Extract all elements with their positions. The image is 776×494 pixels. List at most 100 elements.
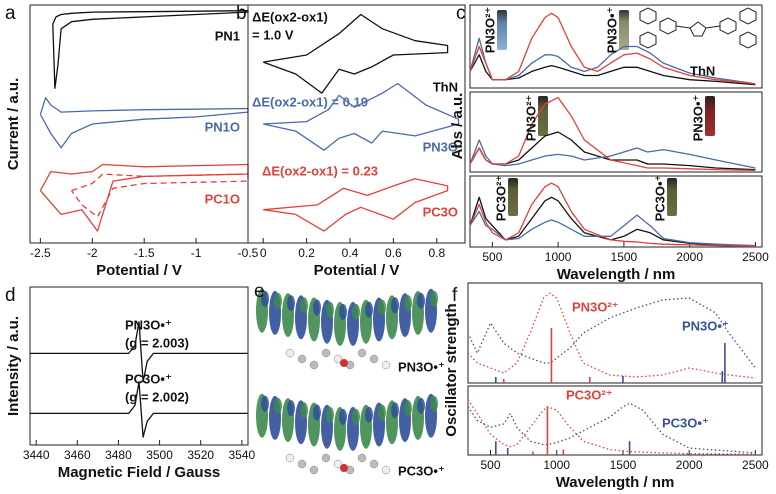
series-label: PC3O•⁺ (662, 415, 709, 430)
atom (381, 465, 391, 475)
x-tick-label: -1.5 (134, 246, 155, 260)
annotation: (g = 2.002) (125, 389, 189, 404)
orbital-label: PN3O•⁺ (398, 359, 445, 374)
atom (369, 354, 379, 364)
orbital-lobe (430, 290, 438, 307)
x-tick-label: 2500 (742, 250, 769, 264)
series-label: PC1O (205, 191, 240, 206)
orbital-lobe (274, 292, 282, 309)
annotation: PN3O²⁺ (523, 95, 538, 142)
plot-frame (469, 91, 763, 173)
x-tick-label: -0.5 (238, 246, 259, 260)
orbital-lobe (378, 299, 386, 316)
atom (297, 459, 307, 469)
orbital-lobe (430, 395, 438, 412)
series-line (469, 12, 756, 85)
x-tick-label: 500 (480, 458, 500, 472)
orbital-lobe (352, 408, 360, 425)
x-tick-label: 3540 (228, 448, 255, 462)
orbital-lobe (352, 303, 360, 320)
orbital-lobe (378, 404, 386, 421)
series-label: ThN (433, 79, 458, 94)
series-line (467, 297, 756, 369)
x-tick-label: 2000 (676, 250, 703, 264)
atom (381, 360, 391, 370)
orbital-lobe (391, 297, 399, 314)
series-label: PC3O²⁺ (566, 387, 613, 402)
orbital-lobe (326, 301, 334, 318)
orbital-label: PC3O•⁺ (398, 463, 445, 478)
x-tick-label: 1500 (611, 250, 638, 264)
atom (340, 359, 348, 367)
series-line (469, 139, 756, 169)
x-tick-label: 0.4 (342, 246, 359, 260)
orbital-lobe (300, 402, 308, 419)
x-axis-label: Wavelength / nm (556, 474, 675, 491)
orbital-lobe (391, 402, 399, 419)
x-tick-label: -2.5 (30, 246, 51, 260)
x-tick-label: 2000 (676, 458, 703, 472)
series-label: PN3O²⁺ (572, 299, 619, 314)
vial (667, 178, 677, 216)
atom (285, 453, 295, 463)
series-line (467, 399, 756, 455)
x-tick-label: 0.2 (298, 246, 315, 260)
atom (357, 453, 367, 463)
panel-letter: f (452, 285, 458, 306)
y-axis-label: Current / a.u. (5, 78, 22, 171)
annotation: PN3O²⁺ (482, 7, 497, 54)
orbital-lobe (339, 408, 347, 425)
orbital-lobe (274, 397, 282, 414)
x-tick-label: 1500 (610, 458, 637, 472)
vial (497, 10, 507, 50)
orbital-lobe (313, 299, 321, 316)
x-tick-label: 0 (260, 246, 267, 260)
series-label: PC3O (423, 204, 458, 219)
panel-letter: a (5, 3, 16, 24)
annotation: (g = 2.003) (125, 335, 189, 350)
series-line (262, 13, 449, 94)
orbital-lobe (326, 406, 334, 423)
series-label: PN3O•⁺ (682, 318, 729, 333)
orbital-lobe (404, 400, 412, 417)
vial (619, 10, 629, 50)
atom (357, 348, 367, 358)
x-tick-label: -1 (191, 246, 202, 260)
atom (309, 465, 319, 475)
x-axis-label: Potential / V (314, 262, 400, 279)
plot-frame (247, 4, 466, 244)
series-line (467, 292, 756, 379)
annotation: PN3O•⁺ (125, 317, 172, 332)
x-tick-label: 3500 (146, 448, 173, 462)
series-line (467, 402, 756, 454)
x-axis-label: Magnetic Field / Gauss (58, 464, 221, 481)
orbital-lobe (339, 303, 347, 320)
atom (340, 464, 348, 472)
series-line (52, 10, 249, 89)
atom (321, 348, 331, 358)
annotation: PN3O•⁺ (604, 7, 619, 54)
series-label: PN3O (423, 139, 458, 154)
vial (705, 96, 715, 136)
series-line (263, 178, 449, 232)
annotation: ΔE(ox2-ox1) (252, 9, 328, 24)
plot-frame (467, 385, 763, 456)
series-line (469, 131, 756, 171)
annotation: ΔE(ox2-ox1) = 0.23 (262, 163, 378, 178)
orbital-lobe (365, 301, 373, 318)
y-axis-label: Oscillator strength (443, 303, 460, 436)
orbital-image (256, 288, 438, 475)
orbital-lobe (261, 395, 269, 412)
x-tick-label: 3480 (105, 448, 132, 462)
series-line (469, 196, 756, 247)
x-tick-label: 0.8 (428, 246, 445, 260)
series-line (263, 82, 460, 151)
atom (297, 354, 307, 364)
vial (538, 96, 548, 136)
atom (321, 453, 331, 463)
series-line (469, 96, 756, 172)
x-tick-label: 0.6 (385, 246, 402, 260)
series-label: PN1O (205, 119, 240, 134)
series-line (469, 182, 756, 247)
